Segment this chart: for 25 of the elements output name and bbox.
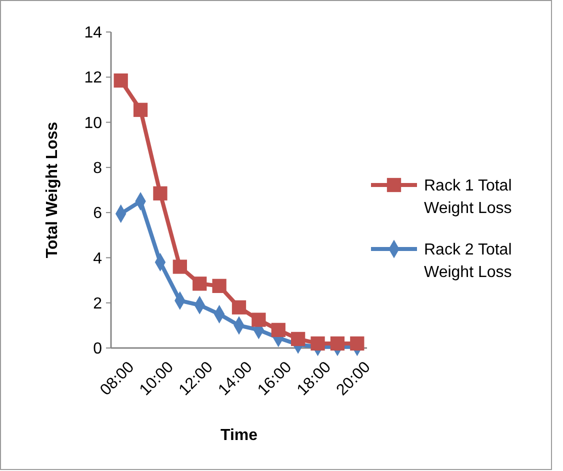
point [192,276,207,291]
y-tick-label: 8 [93,160,102,178]
point [133,102,148,117]
point [153,186,168,200]
point [350,336,364,351]
point [291,332,306,346]
point [212,278,226,293]
point [114,73,128,88]
point [252,312,266,327]
y-tick-label: 14 [84,24,102,42]
legend-label: Rack 1 Total Weight Loss [424,178,512,217]
y-tick-label: 12 [84,70,102,87]
y-tick-label: 10 [84,114,102,132]
point [310,336,325,351]
y-tick-label: 0 [93,340,102,358]
point [232,300,246,314]
y-tick-label: 2 [93,295,102,312]
point [172,260,187,274]
point [271,322,286,338]
y-tick-label: 4 [93,250,102,268]
y-tick-label: 6 [93,205,102,222]
legend-label: Rack 2 Total Weight Loss [424,242,512,281]
point [330,336,345,351]
y-axis-title: Total Weight Loss [44,122,61,258]
x-axis-title: Time [220,427,258,444]
